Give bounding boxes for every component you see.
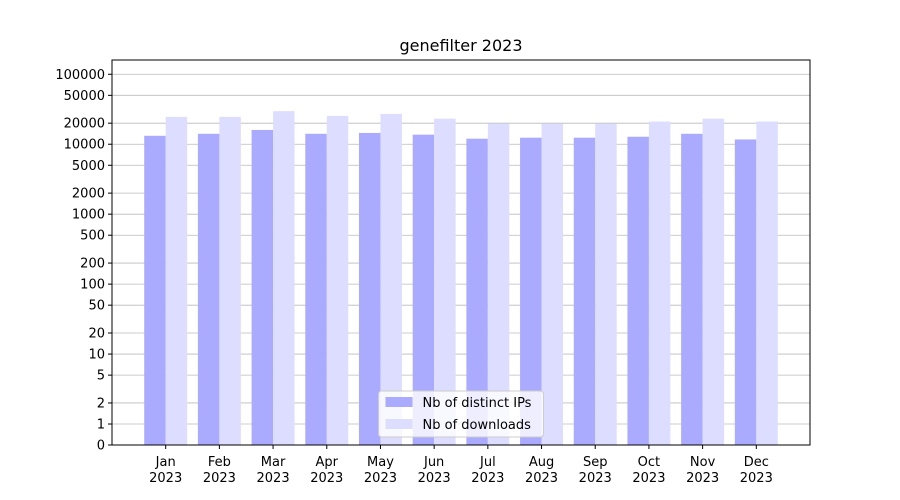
legend-swatch — [385, 397, 413, 407]
y-tick-label: 1 — [97, 418, 105, 433]
x-tick-label: Aug 2023 — [525, 455, 558, 486]
legend-label: Nb of downloads — [423, 418, 532, 433]
bar — [595, 123, 617, 445]
plot-frame — [111, 59, 811, 446]
bar — [165, 116, 188, 445]
y-tick-label: 50 — [88, 299, 105, 314]
y-tick-label: 50000 — [64, 89, 105, 104]
x-tick-label: Jul 2023 — [471, 455, 504, 486]
x-tick-label: Sep 2023 — [579, 455, 612, 486]
bar — [702, 118, 725, 445]
x-tick-label: Nov 2023 — [686, 455, 719, 486]
y-tick-label: 1000 — [72, 208, 105, 223]
legend-box — [378, 390, 544, 438]
bar — [144, 135, 166, 445]
bar — [487, 123, 510, 445]
x-tick-label: Mar 2023 — [257, 455, 290, 486]
bar — [466, 138, 488, 445]
y-tick-label: 2000 — [72, 187, 105, 202]
bar — [520, 137, 542, 446]
y-tick-label: 10 — [88, 348, 105, 363]
bar — [434, 118, 456, 445]
x-tick-label: Dec 2023 — [740, 455, 773, 486]
y-tick-label: 5 — [97, 369, 105, 384]
x-tick-label: Jan 2023 — [149, 455, 182, 486]
legend-swatch — [385, 419, 413, 429]
bar — [734, 139, 757, 445]
y-tick-label: 0 — [97, 439, 105, 454]
y-tick-label: 100 — [80, 278, 105, 293]
y-tick-label: 2 — [97, 396, 105, 411]
chart-title: genefilter 2023 — [399, 36, 522, 55]
bar — [197, 133, 220, 445]
x-tick-label: Feb 2023 — [203, 455, 236, 486]
y-tick-label: 10000 — [64, 138, 105, 153]
bar — [756, 121, 778, 445]
y-tick-label: 20000 — [64, 117, 105, 132]
x-tick-label: May 2023 — [364, 455, 397, 486]
bar — [326, 115, 349, 446]
y-tick-label: 500 — [80, 229, 105, 244]
y-tick-label: 5000 — [72, 159, 105, 174]
bar — [251, 129, 274, 445]
bar — [412, 134, 435, 445]
bar — [273, 111, 295, 445]
x-tick-label: Oct 2023 — [632, 455, 665, 486]
bar — [380, 113, 402, 446]
bar — [573, 137, 596, 446]
y-tick-label: 20 — [88, 327, 105, 342]
bar — [305, 133, 327, 445]
x-tick-label: Jun 2023 — [418, 455, 451, 486]
bar — [681, 133, 703, 445]
bar — [541, 123, 564, 445]
bar — [219, 116, 241, 445]
legend-label: Nb of distinct IPs — [423, 396, 532, 411]
y-tick-label: 100000 — [55, 68, 105, 83]
bar — [627, 136, 649, 445]
bar — [648, 121, 671, 445]
y-tick-label: 200 — [80, 257, 105, 272]
bar — [358, 132, 381, 446]
x-tick-label: Apr 2023 — [310, 455, 343, 486]
